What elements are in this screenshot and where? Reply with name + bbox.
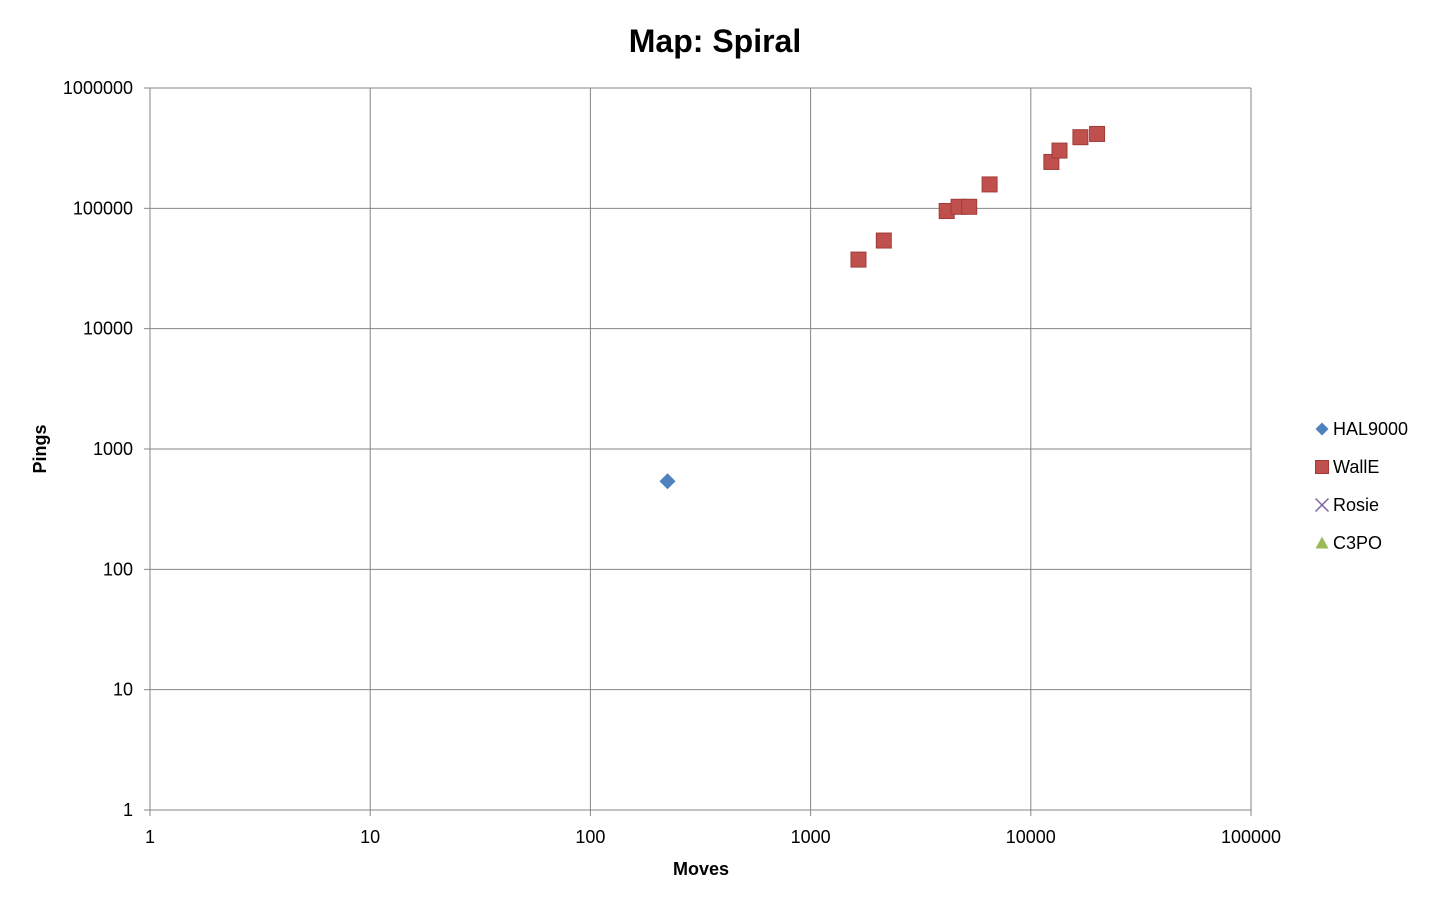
x-tick-label: 100000 [1221,827,1281,847]
walle-point [875,232,892,249]
walle-point [1051,142,1068,159]
y-tick-label: 1000 [93,439,133,459]
legend-label-hal9000: HAL9000 [1333,419,1408,439]
legend: HAL9000 WallE Rosie C3PO [1314,419,1408,553]
walle-point [981,176,998,193]
legend-marker-rosie [1314,497,1330,513]
x-tick-label: 10000 [1006,827,1056,847]
walle-point [1072,129,1089,146]
legend-label-walle: WallE [1333,457,1379,477]
axes [144,87,1252,816]
y-tick-label: 10000 [83,319,133,339]
grid-lines [150,87,1252,810]
x-tick-label: 10 [360,827,380,847]
walle-point [850,251,867,268]
chart-title: Map: Spiral [629,23,801,59]
tick-labels: 1 10 100 1000 10000 100000 1 10 100 1000 10000 1000… [63,78,1281,847]
y-tick-label: 1000000 [63,78,133,98]
y-tick-label: 100 [103,559,133,579]
x-tick-label: 1 [145,827,155,847]
walle-point [961,198,978,215]
y-tick-label: 1 [123,800,133,820]
legend-marker-walle [1315,460,1329,474]
y-tick-label: 10 [113,680,133,700]
x-tick-label: 1000 [791,827,831,847]
legend-label-rosie: Rosie [1333,495,1379,515]
y-axis-label: Pings [30,424,50,473]
x-tick-label: 100 [575,827,605,847]
legend-label-c3po: C3PO [1333,533,1382,553]
walle-point [1089,125,1106,142]
x-axis-label: Moves [673,859,729,879]
legend-marker-c3po [1315,536,1329,549]
legend-marker-hal9000 [1315,422,1329,436]
y-tick-label: 100000 [73,198,133,218]
data-points [659,125,1106,490]
hal9000-point [659,473,676,490]
